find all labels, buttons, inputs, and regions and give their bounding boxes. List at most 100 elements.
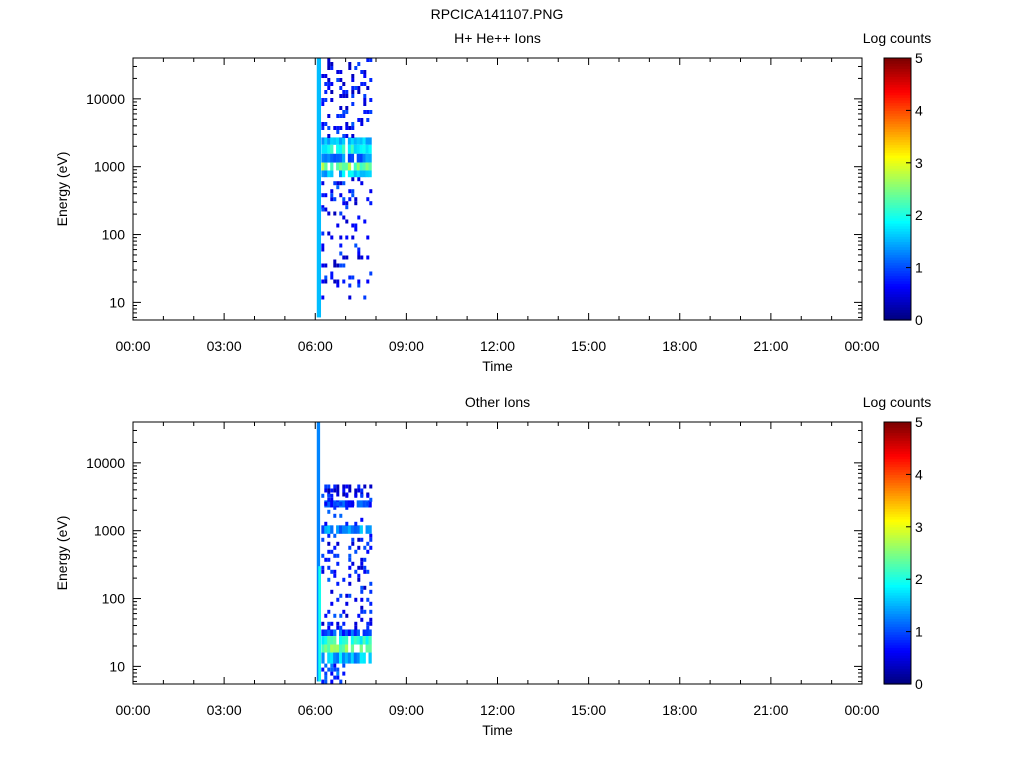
spectrogram-cell (357, 537, 361, 542)
spectrogram-cell (345, 126, 349, 130)
spectrogram-cell (348, 545, 352, 550)
spectrogram-cell (345, 219, 349, 224)
spectrogram-cell (369, 78, 373, 82)
spectrogram-band (330, 137, 334, 145)
colorbar-segment (884, 141, 911, 146)
spectrogram-cell (342, 94, 346, 98)
spectrogram-cell (333, 211, 337, 216)
spectrogram-band (356, 629, 360, 637)
spectrogram-band (321, 137, 325, 145)
colorbar-tick-label: 4 (915, 466, 923, 482)
spectrogram-band (327, 644, 331, 653)
spectrogram-band (356, 153, 360, 163)
spectrogram-cell (345, 255, 349, 260)
spectrogram-band (339, 162, 343, 171)
spectrogram-cell (351, 177, 355, 182)
spectrogram-cell (357, 613, 361, 618)
spectrogram-cell (342, 90, 346, 94)
colorbar-segment (884, 605, 911, 609)
spectrogram-cell (354, 621, 358, 626)
colorbar-segment (884, 147, 911, 151)
colorbar-segment (884, 65, 911, 70)
colorbar-segment (884, 503, 911, 507)
y-axis-label: Energy (eV) (54, 516, 70, 591)
x-tick-label: 12:00 (480, 338, 515, 354)
colorbar-segment (884, 631, 911, 635)
colorbar-segment (884, 76, 911, 80)
spectrogram-band (341, 144, 346, 154)
colorbar-segment (884, 615, 911, 620)
colorbar-segment (884, 553, 911, 557)
spectrogram-cell (327, 114, 331, 118)
spectrogram-cell (330, 271, 334, 276)
spectrogram-cell (369, 609, 373, 614)
spectrogram-cell (333, 613, 337, 618)
spectrogram-band (356, 652, 360, 664)
panel-title: Other Ions (465, 394, 530, 410)
spectrogram-cell (339, 106, 343, 110)
colorbar-segment (884, 655, 911, 659)
colorbar-segment (884, 105, 911, 109)
spectrogram-band (365, 137, 369, 145)
spectrogram-cell (366, 501, 370, 506)
colorbar-segment (884, 613, 911, 617)
spectrogram-cell (342, 114, 346, 118)
colorbar-segment (884, 160, 911, 164)
spectrogram-cell (327, 509, 331, 514)
spectrogram-cell (369, 271, 373, 276)
colorbar-segment (884, 152, 911, 156)
spectrogram-cell (366, 235, 370, 240)
plot-frame (132, 421, 863, 685)
colorbar-segment (884, 251, 911, 256)
spectrogram-cell (339, 243, 343, 248)
spectrogram-band (344, 652, 349, 664)
spectrogram-cell (324, 193, 328, 198)
spectrogram-cell (348, 565, 352, 570)
colorbar-segment (884, 602, 911, 606)
colorbar-segment (884, 673, 911, 677)
figure-title: RPCICA141107.PNG (431, 6, 564, 22)
colorbar-segment (884, 306, 911, 311)
spectrogram-cell (339, 193, 343, 198)
spectrogram-band (356, 636, 360, 645)
spectrogram-cell (354, 66, 358, 70)
spectrogram-cell (366, 197, 370, 202)
spectrogram-cell (342, 279, 346, 284)
colorbar-segment (884, 244, 911, 248)
spectrogram-band (368, 162, 372, 171)
spectrogram-cell (333, 533, 337, 538)
colorbar-segment (884, 249, 911, 253)
colorbar-frame (883, 421, 912, 685)
spectrogram-cell (360, 118, 364, 122)
spectrogram-cell (333, 488, 337, 493)
spectrogram-cell (330, 90, 334, 94)
colorbar-segment (884, 477, 911, 481)
spectrogram-band (321, 162, 325, 171)
spectrogram-cell (348, 295, 352, 300)
spectrogram-cell (342, 663, 346, 668)
spectrogram-band (324, 137, 328, 145)
spectrogram-band (350, 636, 355, 645)
spectrogram-band (368, 644, 372, 653)
spectrogram-cell (324, 671, 328, 676)
colorbar-segment (884, 183, 911, 187)
spectrogram-cell (339, 70, 343, 74)
colorbar-segment (884, 181, 911, 185)
colorbar-segment (884, 257, 911, 261)
x-tick-label: 09:00 (389, 338, 424, 354)
colorbar-segment (884, 110, 911, 114)
colorbar-segment (884, 120, 911, 125)
colorbar-segment (884, 505, 911, 510)
colorbar-segment (884, 86, 911, 91)
spectrogram-band (353, 525, 357, 534)
colorbar-segment (884, 584, 911, 588)
spectrogram-cell (327, 549, 331, 554)
spectrogram-cell (348, 557, 352, 562)
spectrogram-cell (333, 553, 337, 558)
spectrogram-cell (327, 493, 331, 498)
spectrogram-cell (351, 78, 355, 82)
spectrogram-cell (339, 251, 343, 256)
spectrogram-cell (369, 617, 373, 622)
colorbar-segment (884, 639, 911, 643)
spectrogram-band (327, 636, 331, 645)
